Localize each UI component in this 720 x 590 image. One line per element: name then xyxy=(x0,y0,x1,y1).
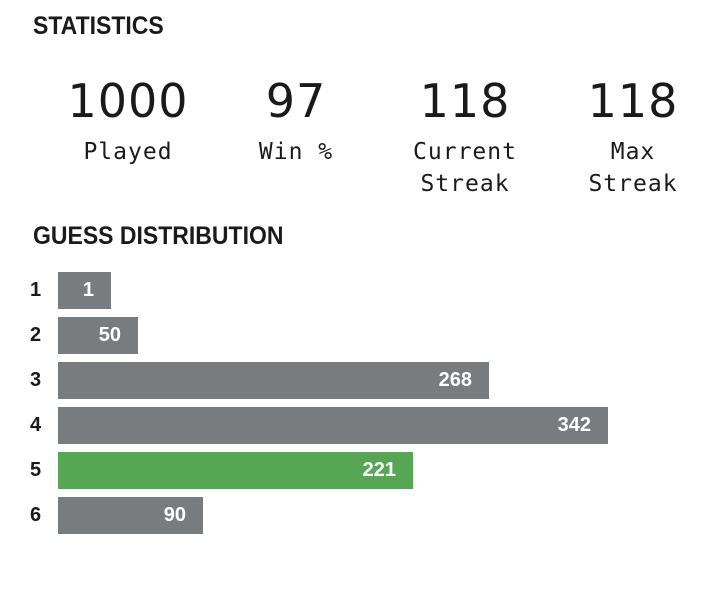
stat-max-streak: 118 Max Streak xyxy=(543,74,720,200)
guess-number: 5 xyxy=(30,459,42,481)
stat-value-win-percent: 97 xyxy=(265,74,327,128)
distribution-row-2: 2 50 xyxy=(0,317,720,354)
stat-played: 1000 Played xyxy=(38,74,218,168)
guess-distribution-title: GUESS DISTRIBUTION xyxy=(33,222,284,250)
stat-label-current-streak: Current Streak xyxy=(413,139,517,197)
distribution-bar: 268 xyxy=(58,362,489,399)
stat-label-win-percent: Win % xyxy=(258,139,334,165)
distribution-bar: 1 xyxy=(58,272,111,309)
stat-value-played: 1000 xyxy=(67,74,189,128)
distribution-count: 221 xyxy=(362,459,396,481)
statistics-title: STATISTICS xyxy=(33,12,164,40)
guess-number: 6 xyxy=(30,504,42,526)
guess-number: 2 xyxy=(30,324,42,346)
distribution-count: 342 xyxy=(557,414,591,436)
guess-number: 1 xyxy=(30,279,42,301)
distribution-row-3: 3 268 xyxy=(0,362,720,399)
guess-number: 3 xyxy=(30,369,42,391)
distribution-bar-highlighted: 221 xyxy=(58,452,413,489)
stat-value-max-streak: 118 xyxy=(587,74,679,128)
stat-label-played: Played xyxy=(83,139,173,165)
distribution-row-6: 6 90 xyxy=(0,497,720,534)
stat-label-max-streak: Max Streak xyxy=(588,139,678,197)
distribution-count: 268 xyxy=(438,369,472,391)
distribution-count: 90 xyxy=(163,504,186,526)
distribution-row-4: 4 342 xyxy=(0,407,720,444)
distribution-row-5: 5 221 xyxy=(0,452,720,489)
distribution-bar: 90 xyxy=(58,497,203,534)
stat-current-streak: 118 Current Streak xyxy=(375,74,555,200)
distribution-bar: 342 xyxy=(58,407,608,444)
distribution-bar: 50 xyxy=(58,317,138,354)
distribution-count: 50 xyxy=(98,324,121,346)
stat-win-percent: 97 Win % xyxy=(206,74,386,168)
stat-value-current-streak: 118 xyxy=(419,74,511,128)
guess-number: 4 xyxy=(30,414,42,436)
distribution-count: 1 xyxy=(82,279,94,301)
